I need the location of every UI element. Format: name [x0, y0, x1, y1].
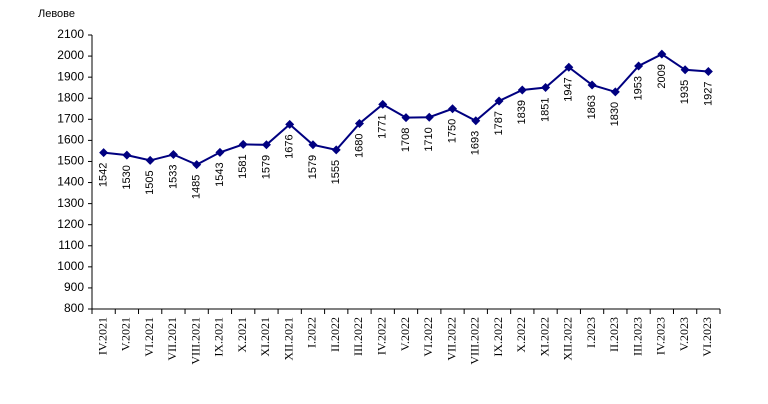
marker: [192, 160, 202, 170]
y-tick-label: 800: [64, 301, 84, 315]
value-label: 1542: [98, 163, 110, 187]
marker: [494, 96, 504, 106]
y-tick-label: 1200: [57, 217, 84, 231]
y-tick-label: 1000: [57, 259, 84, 273]
marker: [448, 104, 458, 114]
x-tick-label: XI.2022: [537, 317, 551, 357]
x-tick-label: I.2022: [305, 317, 319, 348]
x-tick-label: VIII.2022: [468, 317, 482, 365]
marker: [285, 119, 295, 129]
x-tick-label: XII.2021: [281, 317, 295, 361]
y-tick-label: 1300: [57, 196, 84, 210]
value-label: 1676: [284, 134, 296, 158]
x-tick-label: I.2023: [584, 317, 598, 348]
marker: [680, 65, 690, 75]
x-tick-label: V.2022: [398, 317, 412, 351]
x-tick-label: XII.2022: [561, 317, 575, 361]
y-tick-label: 1400: [57, 175, 84, 189]
y-tick-label: 1600: [57, 133, 84, 147]
marker: [168, 150, 178, 160]
value-label: 2009: [656, 64, 668, 88]
x-tick-label: II.2023: [607, 317, 621, 352]
y-tick-label: 1700: [57, 111, 84, 125]
x-tick-label: VIII.2021: [188, 317, 202, 365]
marker: [145, 155, 155, 165]
value-label: 1530: [121, 165, 133, 189]
y-tick-label: 2000: [57, 48, 84, 62]
value-label: 1787: [493, 111, 505, 135]
value-label: 1485: [191, 175, 203, 199]
marker: [657, 49, 667, 59]
marker: [378, 99, 388, 109]
marker: [308, 140, 318, 150]
x-tick-label: V.2023: [677, 317, 691, 351]
marker: [587, 80, 597, 90]
x-tick-label: VI.2021: [142, 317, 156, 357]
x-tick-label: VI.2022: [421, 317, 435, 357]
x-tick-label: IV.2022: [374, 317, 388, 355]
value-label: 1505: [144, 170, 156, 194]
value-label: 1543: [214, 162, 226, 186]
y-tick-label: 1500: [57, 154, 84, 168]
y-axis-label: Левове: [38, 8, 75, 20]
marker: [471, 116, 481, 126]
value-label: 1533: [167, 165, 179, 189]
x-tick-label: III.2022: [351, 317, 365, 356]
x-tick-label: VI.2023: [700, 317, 714, 357]
y-tick-label: 900: [64, 280, 84, 294]
y-tick-label: 1900: [57, 69, 84, 83]
value-label: 1839: [516, 100, 528, 124]
value-label: 1851: [539, 97, 551, 121]
value-label: 1863: [586, 95, 598, 119]
value-label: 1581: [237, 154, 249, 178]
y-tick-label: 2100: [57, 27, 84, 41]
value-label: 1708: [400, 128, 412, 152]
y-tick-label: 1800: [57, 90, 84, 104]
marker: [238, 139, 248, 149]
value-label: 1771: [377, 114, 389, 138]
marker: [261, 140, 271, 150]
x-tick-label: V.2021: [119, 317, 133, 351]
value-label: 1953: [632, 76, 644, 100]
value-label: 1693: [470, 131, 482, 155]
value-label: 1927: [702, 81, 714, 105]
marker: [541, 82, 551, 92]
marker: [610, 87, 620, 97]
x-tick-label: VII.2021: [165, 317, 179, 361]
marker: [424, 112, 434, 122]
x-tick-label: IX.2021: [212, 317, 226, 357]
value-label: 1750: [446, 119, 458, 143]
value-label: 1579: [307, 155, 319, 179]
marker: [517, 85, 527, 95]
y-tick-label: 1100: [58, 238, 84, 252]
value-label: 1935: [679, 80, 691, 104]
x-tick-label: IX.2022: [491, 317, 505, 357]
marker: [703, 66, 713, 76]
x-tick-label: X.2022: [514, 317, 528, 353]
marker: [564, 62, 574, 72]
x-tick-label: IV.2023: [654, 317, 668, 355]
value-label: 1830: [609, 102, 621, 126]
marker: [331, 145, 341, 155]
x-tick-label: XI.2021: [258, 317, 272, 357]
marker: [634, 61, 644, 71]
x-tick-label: III.2023: [630, 317, 644, 356]
marker: [99, 148, 109, 158]
value-label: 1579: [260, 155, 272, 179]
x-tick-label: IV.2021: [95, 317, 109, 355]
value-label: 1555: [330, 160, 342, 184]
x-tick-label: VII.2022: [444, 317, 458, 361]
marker: [215, 147, 225, 157]
value-label: 1710: [423, 127, 435, 151]
marker: [401, 113, 411, 123]
marker: [354, 119, 364, 129]
value-label: 1680: [353, 134, 365, 158]
value-label: 1947: [563, 77, 575, 101]
x-tick-label: X.2021: [235, 317, 249, 353]
x-tick-label: II.2022: [328, 317, 342, 352]
marker: [122, 150, 132, 160]
